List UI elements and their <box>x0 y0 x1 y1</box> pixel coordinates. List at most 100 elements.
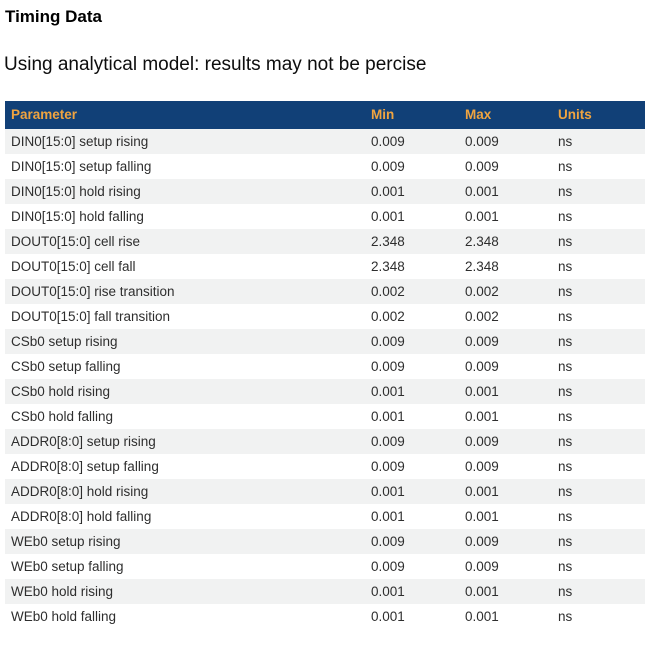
cell-parameter: DOUT0[15:0] cell rise <box>11 233 141 249</box>
model-warning-text: Using analytical model: results may not … <box>4 53 427 75</box>
table-row: ADDR0[8:0] setup falling 0.009 0.009 ns <box>5 453 645 479</box>
cell-max: 2.348 <box>465 233 499 249</box>
cell-max: 0.002 <box>465 308 499 324</box>
cell-min: 0.001 <box>371 483 405 499</box>
table-body: DIN0[15:0] setup rising 0.009 0.009 ns DIN0[… <box>5 128 645 629</box>
cell-max: 0.009 <box>465 433 499 449</box>
cell-parameter: WEb0 hold falling <box>11 608 117 624</box>
column-header-units: Units <box>552 100 645 129</box>
cell-units: ns <box>558 358 573 374</box>
cell-parameter: ADDR0[8:0] hold falling <box>11 508 152 524</box>
cell-min: 2.348 <box>371 233 405 249</box>
table-header-row: Parameter Min Max Units <box>5 100 645 129</box>
cell-max: 0.001 <box>465 583 499 599</box>
table-row: DIN0[15:0] setup falling 0.009 0.009 ns <box>5 153 645 179</box>
cell-max: 0.001 <box>465 608 499 624</box>
cell-max: 0.009 <box>465 333 499 349</box>
cell-parameter: WEb0 setup rising <box>11 533 121 549</box>
cell-units: ns <box>558 433 573 449</box>
cell-min: 0.009 <box>371 133 405 149</box>
cell-parameter: DIN0[15:0] setup rising <box>11 133 149 149</box>
table-row: WEb0 setup falling 0.009 0.009 ns <box>5 553 645 579</box>
cell-max: 0.009 <box>465 558 499 574</box>
cell-units: ns <box>558 133 573 149</box>
cell-units: ns <box>558 408 573 424</box>
cell-min: 0.009 <box>371 158 405 174</box>
table-row: WEb0 hold rising 0.001 0.001 ns <box>5 578 645 604</box>
cell-min: 0.001 <box>371 208 405 224</box>
cell-parameter: ADDR0[8:0] hold rising <box>11 483 149 499</box>
cell-max: 0.009 <box>465 458 499 474</box>
cell-parameter: DOUT0[15:0] cell fall <box>11 258 136 274</box>
cell-parameter: DOUT0[15:0] rise transition <box>11 283 175 299</box>
table-row: DOUT0[15:0] fall transition 0.002 0.002 ns <box>5 303 645 329</box>
cell-parameter: DIN0[15:0] hold rising <box>11 183 141 199</box>
cell-units: ns <box>558 283 573 299</box>
cell-max: 0.001 <box>465 383 499 399</box>
cell-min: 0.009 <box>371 333 405 349</box>
cell-min: 0.001 <box>371 408 405 424</box>
column-header-min: Min <box>365 100 459 129</box>
cell-max: 0.001 <box>465 208 499 224</box>
cell-min: 0.001 <box>371 608 405 624</box>
cell-units: ns <box>558 458 573 474</box>
cell-units: ns <box>558 608 573 624</box>
table-row: DOUT0[15:0] rise transition 0.002 0.002 ns <box>5 278 645 304</box>
cell-min: 0.002 <box>371 308 405 324</box>
cell-parameter: DOUT0[15:0] fall transition <box>11 308 171 324</box>
cell-max: 0.001 <box>465 408 499 424</box>
page-title: Timing Data <box>5 7 102 26</box>
cell-max: 0.009 <box>465 358 499 374</box>
cell-parameter: ADDR0[8:0] setup falling <box>11 458 159 474</box>
cell-units: ns <box>558 158 573 174</box>
cell-units: ns <box>558 583 573 599</box>
cell-units: ns <box>558 533 573 549</box>
table-row: DIN0[15:0] hold rising 0.001 0.001 ns <box>5 178 645 204</box>
table-row: DIN0[15:0] hold falling 0.001 0.001 ns <box>5 203 645 229</box>
cell-parameter: CSb0 setup rising <box>11 333 118 349</box>
cell-parameter: ADDR0[8:0] setup rising <box>11 433 156 449</box>
cell-units: ns <box>558 508 573 524</box>
table-row: DIN0[15:0] setup rising 0.009 0.009 ns <box>5 128 645 154</box>
cell-units: ns <box>558 183 573 199</box>
cell-max: 0.002 <box>465 283 499 299</box>
table-row: ADDR0[8:0] hold falling 0.001 0.001 ns <box>5 503 645 529</box>
timing-data-table: Parameter Min Max Units DIN0[15:0] setup ri… <box>5 100 645 629</box>
cell-min: 0.001 <box>371 583 405 599</box>
table-row: CSb0 hold rising 0.001 0.001 ns <box>5 378 645 404</box>
cell-min: 0.001 <box>371 508 405 524</box>
cell-parameter: WEb0 hold rising <box>11 583 114 599</box>
cell-units: ns <box>558 208 573 224</box>
cell-max: 0.009 <box>465 533 499 549</box>
column-header-max: Max <box>459 100 552 129</box>
cell-min: 0.009 <box>371 533 405 549</box>
cell-parameter: DIN0[15:0] hold falling <box>11 208 144 224</box>
cell-units: ns <box>558 308 573 324</box>
table-row: ADDR0[8:0] setup rising 0.009 0.009 ns <box>5 428 645 454</box>
cell-min: 0.009 <box>371 433 405 449</box>
table-row: DOUT0[15:0] cell rise 2.348 2.348 ns <box>5 228 645 254</box>
column-header-parameter: Parameter <box>5 100 365 129</box>
cell-min: 0.002 <box>371 283 405 299</box>
cell-min: 0.001 <box>371 183 405 199</box>
cell-min: 0.009 <box>371 358 405 374</box>
cell-units: ns <box>558 233 573 249</box>
cell-max: 0.009 <box>465 158 499 174</box>
table-row: DOUT0[15:0] cell fall 2.348 2.348 ns <box>5 253 645 279</box>
table-row: CSb0 hold falling 0.001 0.001 ns <box>5 403 645 429</box>
cell-max: 0.001 <box>465 183 499 199</box>
cell-parameter: WEb0 setup falling <box>11 558 124 574</box>
cell-parameter: CSb0 hold rising <box>11 383 111 399</box>
cell-parameter: CSb0 setup falling <box>11 358 121 374</box>
cell-units: ns <box>558 258 573 274</box>
cell-units: ns <box>558 558 573 574</box>
cell-max: 0.009 <box>465 133 499 149</box>
table-row: ADDR0[8:0] hold rising 0.001 0.001 ns <box>5 478 645 504</box>
table-row: WEb0 setup rising 0.009 0.009 ns <box>5 528 645 554</box>
cell-units: ns <box>558 383 573 399</box>
cell-max: 2.348 <box>465 258 499 274</box>
cell-min: 2.348 <box>371 258 405 274</box>
cell-max: 0.001 <box>465 508 499 524</box>
cell-max: 0.001 <box>465 483 499 499</box>
